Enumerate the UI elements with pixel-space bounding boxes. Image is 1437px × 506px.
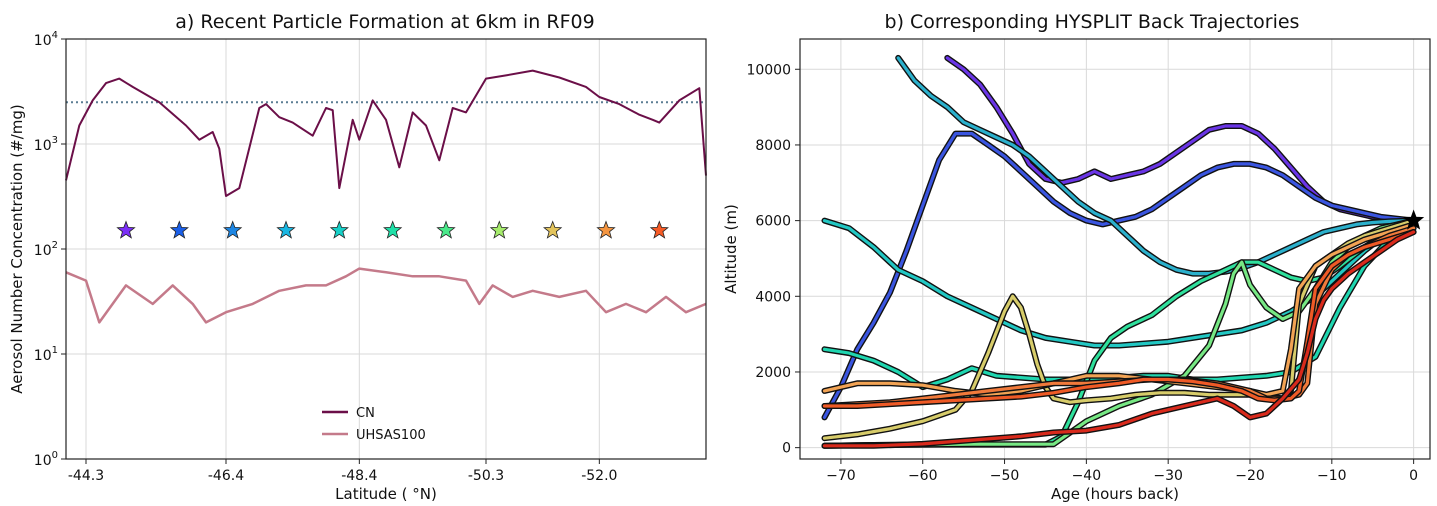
panel-a-y-tick-label: 103 (34, 135, 58, 154)
star-marker (649, 220, 669, 239)
panel-b-y-tick-label: 6000 (755, 214, 791, 230)
legend-cn-label: CN (356, 406, 375, 421)
panel-a-x-tick-label: -46.4 (208, 468, 244, 484)
panel-a-x-ticks: -44.3 -46.4 -48.4 -50.3 -52.0 (68, 459, 617, 484)
panel-a-y-tick-label: 104 (34, 30, 58, 49)
uhsas100-series (65, 267, 707, 324)
panel-a-x-tick-label: -48.4 (341, 468, 377, 484)
panel-b-x-tick-label: −20 (1235, 468, 1265, 484)
panel-b-y-axis-label: Altitude (m) (722, 204, 740, 294)
legend-uhsas100-label: UHSAS100 (356, 428, 426, 443)
panel-a-y-tick-label: 100 (34, 450, 58, 469)
panel-b-y-ticks: 0 2000 4000 6000 8000 10000 (746, 62, 800, 457)
panel-b-y-tick-label: 8000 (755, 138, 791, 154)
release-point-star (1403, 209, 1425, 230)
star-marker (116, 220, 136, 239)
panel-b-x-tick-label: −10 (1317, 468, 1347, 484)
panel-b-x-tick-label: −30 (1153, 468, 1183, 484)
cn-series (65, 69, 707, 197)
panel-b-grid (800, 39, 1430, 459)
panel-a-series (65, 69, 707, 324)
panel-b-x-tick-label: −60 (908, 468, 938, 484)
trajectory-line (822, 230, 1416, 448)
panel-b-plot-frame (799, 38, 1431, 460)
panel-b-series (821, 54, 1417, 449)
star-marker (329, 220, 349, 239)
panel-b-y-tick-label: 2000 (755, 365, 791, 381)
panel-a-y-tick-label: 101 (34, 345, 58, 364)
panel-b-x-tick-label: −40 (1072, 468, 1102, 484)
star-marker (276, 220, 296, 239)
trajectory-line (822, 230, 1416, 408)
trajectory-outline (821, 221, 1417, 398)
star-marker (489, 220, 509, 239)
panel-b: b) Corresponding HYSPLIT Back Trajectori… (722, 11, 1431, 503)
panel-b-x-axis-label: Age (hours back) (1051, 485, 1179, 503)
trajectory-line (945, 56, 1416, 223)
panel-b-y-tick-label: 0 (782, 441, 791, 457)
panel-a: a) Recent Particle Formation at 6km in R… (8, 11, 707, 503)
star-marker (596, 220, 616, 239)
trajectory-line (896, 56, 1416, 276)
star-marker (223, 220, 243, 239)
panel-a-y-tick-label: 102 (34, 240, 58, 259)
panel-b-x-tick-label: 0 (1409, 468, 1418, 484)
panel-b-title: b) Corresponding HYSPLIT Back Trajectori… (885, 11, 1300, 33)
panel-a-x-axis-label: Latitude ( °N) (335, 485, 437, 503)
trajectory-line (822, 132, 1416, 419)
panel-b-y-tick-label: 4000 (755, 289, 791, 305)
panel-a-y-ticks: 100 101 102 103 104 (34, 30, 66, 469)
panel-b-x-tick-label: −70 (826, 468, 856, 484)
panel-b-x-ticks: −70 −60 −50 −40 −30 −20 −10 0 (826, 459, 1418, 484)
panel-a-x-tick-label: -52.0 (581, 468, 617, 484)
panel-a-star-markers (116, 220, 669, 239)
panel-a-y-axis-label: Aerosol Number Concentration (#/mg) (8, 104, 26, 394)
star-marker (383, 220, 403, 239)
star-marker (543, 220, 563, 239)
panel-a-x-tick-label: -50.3 (468, 468, 504, 484)
panel-b-x-tick-label: −50 (990, 468, 1020, 484)
star-marker (169, 220, 189, 239)
panel-a-title: a) Recent Particle Formation at 6km in R… (175, 11, 594, 33)
star-marker (436, 220, 456, 239)
panel-b-y-tick-label: 10000 (746, 62, 791, 78)
panel-a-legend: CN UHSAS100 (322, 406, 426, 443)
panel-b-end-marker (1403, 209, 1425, 230)
panel-a-x-tick-label: -44.3 (68, 468, 104, 484)
trajectory-line (822, 222, 1416, 397)
